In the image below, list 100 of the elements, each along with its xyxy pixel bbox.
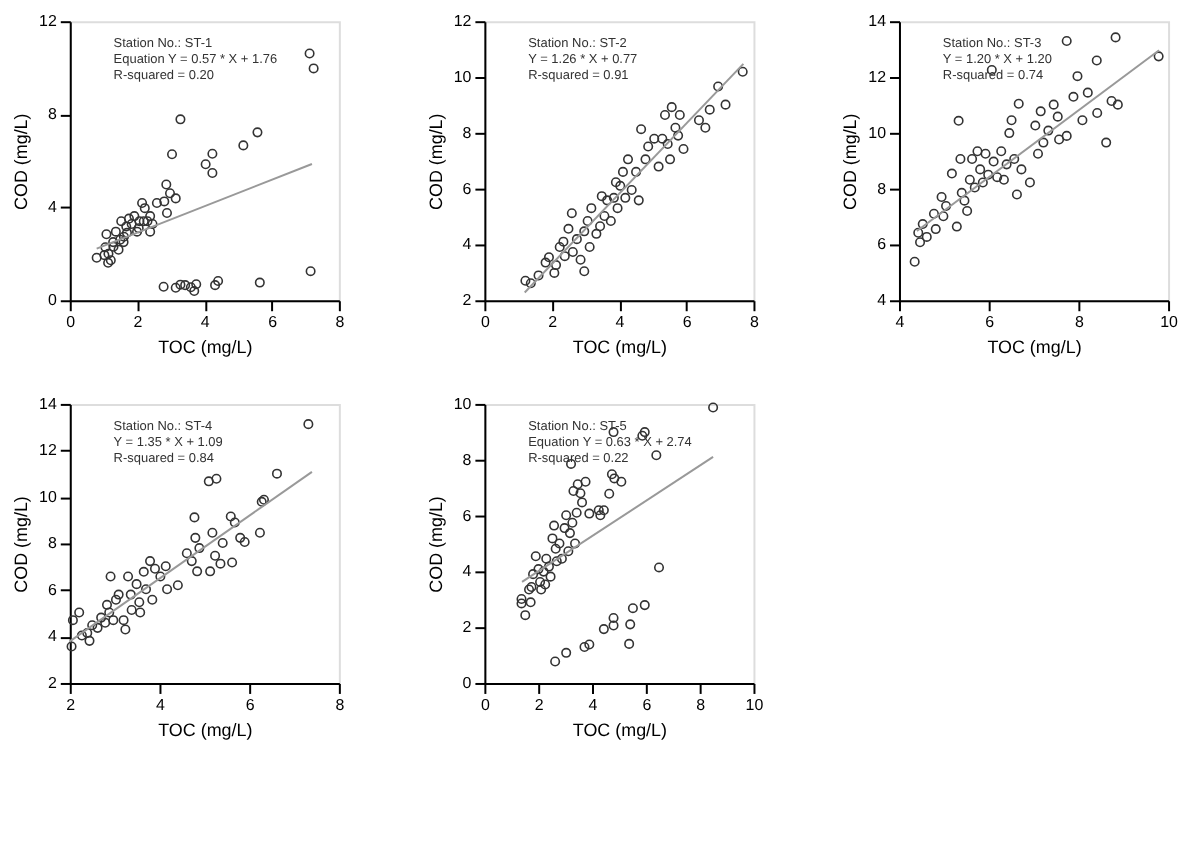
- point: [561, 647, 572, 658]
- point: [138, 566, 149, 577]
- point: [123, 571, 134, 582]
- point: [1001, 159, 1012, 170]
- point: [162, 584, 173, 595]
- point: [622, 154, 634, 165]
- point: [137, 198, 148, 209]
- point: [126, 218, 137, 229]
- y-tick-label: 8: [47, 105, 58, 124]
- x-axis-title: TOC (mg/L): [572, 719, 668, 740]
- point: [126, 604, 137, 615]
- y-tick-label: 6: [462, 179, 473, 198]
- y-axis-title: COD (mg/L): [11, 113, 32, 210]
- point: [205, 566, 216, 577]
- point: [559, 251, 570, 262]
- point: [516, 593, 527, 604]
- point: [528, 569, 539, 580]
- point: [159, 196, 170, 207]
- x-tick-label: 2: [66, 695, 77, 714]
- x-tick-label: 8: [335, 695, 346, 714]
- point: [967, 154, 978, 165]
- y-tick-label: 4: [47, 198, 58, 217]
- point: [551, 556, 562, 567]
- y-tick-label: 12: [453, 12, 473, 31]
- point: [593, 505, 604, 516]
- point: [591, 228, 602, 239]
- point: [181, 548, 192, 559]
- point: [254, 527, 265, 538]
- point: [962, 205, 973, 216]
- point: [1032, 148, 1044, 159]
- point: [131, 579, 142, 590]
- point: [1082, 87, 1093, 98]
- point: [525, 278, 536, 289]
- point: [956, 187, 967, 198]
- point: [616, 476, 627, 487]
- point: [166, 149, 178, 160]
- point: [608, 620, 619, 631]
- x-tick-label: 4: [895, 313, 906, 332]
- point: [953, 115, 964, 126]
- y-axis-title: COD (mg/L): [840, 113, 861, 210]
- point: [172, 580, 183, 591]
- point: [595, 510, 606, 521]
- point: [998, 174, 1009, 185]
- point: [579, 641, 590, 652]
- point: [96, 612, 107, 623]
- x-tick-label: 0: [66, 313, 77, 332]
- point: [303, 419, 314, 430]
- point: [930, 224, 941, 235]
- point: [213, 275, 224, 286]
- point: [139, 203, 150, 214]
- point: [1072, 71, 1083, 82]
- point: [170, 282, 181, 293]
- point: [191, 279, 202, 290]
- point: [653, 562, 665, 573]
- point: [571, 234, 582, 245]
- point: [674, 109, 685, 120]
- point: [239, 537, 250, 548]
- point: [1004, 128, 1015, 139]
- point: [533, 564, 544, 575]
- point: [180, 280, 191, 291]
- point: [120, 624, 131, 635]
- point: [567, 246, 578, 257]
- x-tick-label: 6: [642, 695, 653, 714]
- x-tick-label: 2: [534, 695, 545, 714]
- point: [91, 252, 102, 263]
- point: [100, 242, 111, 253]
- y-tick-label: 8: [877, 179, 888, 198]
- point: [186, 556, 197, 567]
- y-tick-label: 0: [47, 291, 58, 310]
- point: [977, 177, 988, 188]
- point: [579, 226, 590, 237]
- y-tick-label: 4: [462, 235, 473, 254]
- point: [525, 597, 536, 608]
- point: [550, 543, 561, 554]
- point: [540, 257, 551, 268]
- point: [151, 198, 162, 209]
- point: [1035, 106, 1046, 117]
- y-tick-label: 14: [39, 394, 58, 413]
- y-tick-label: 6: [877, 235, 888, 254]
- x-tick-label: 6: [985, 313, 996, 332]
- point: [659, 109, 671, 120]
- y-tick-label: 12: [39, 12, 58, 31]
- x-tick-label: 4: [156, 695, 167, 714]
- point: [582, 215, 593, 227]
- point: [547, 533, 558, 544]
- point: [1101, 137, 1112, 148]
- point: [541, 553, 552, 564]
- point: [568, 485, 579, 496]
- point: [1092, 107, 1103, 119]
- point: [605, 215, 616, 227]
- point: [1043, 125, 1054, 136]
- point: [104, 607, 115, 618]
- point: [149, 563, 161, 574]
- y-axis-title: COD (mg/L): [425, 113, 446, 210]
- point: [564, 528, 575, 539]
- point: [1061, 35, 1072, 47]
- y-tick-label: 10: [39, 487, 58, 506]
- point: [1077, 115, 1088, 126]
- point: [1061, 130, 1072, 141]
- point: [559, 523, 570, 534]
